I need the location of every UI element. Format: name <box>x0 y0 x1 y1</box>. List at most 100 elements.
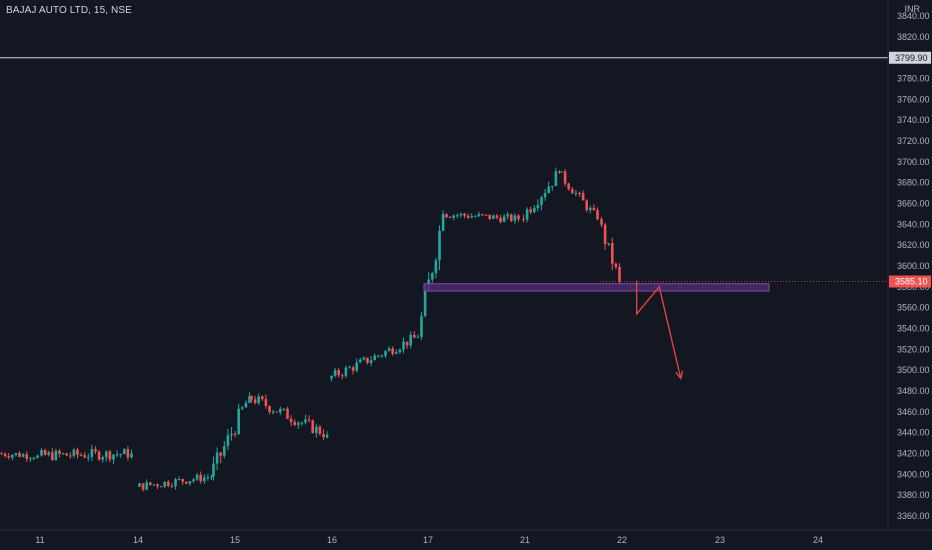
candle-body <box>311 420 314 433</box>
candle-body <box>377 355 380 357</box>
time-tick-label: 16 <box>327 535 337 545</box>
horizontal-line-price-label: 3799.90 <box>895 53 928 63</box>
candle-body <box>14 453 18 456</box>
candle-body <box>438 230 441 261</box>
candle-body <box>300 422 304 424</box>
candle-body <box>203 477 206 482</box>
candle-body <box>611 243 614 264</box>
candle-body <box>241 407 244 409</box>
candle-body <box>560 171 563 173</box>
candle-body <box>47 452 50 455</box>
candle-body <box>58 450 61 454</box>
candle-body <box>344 367 348 376</box>
horizontal-line-price-tag <box>889 51 931 64</box>
price-tick-label: 3600.00 <box>897 261 930 271</box>
candle-body <box>362 357 366 360</box>
candle-body <box>297 422 300 425</box>
candle-body <box>156 484 159 487</box>
candle-body <box>387 348 391 352</box>
candle-body <box>484 214 488 216</box>
candle-body <box>391 348 394 354</box>
candle-body <box>289 418 293 422</box>
price-tick-label: 3520.00 <box>897 344 930 354</box>
candle-body <box>395 352 398 354</box>
candle-body <box>533 207 536 213</box>
candle-body <box>416 336 420 338</box>
candle-body <box>261 396 264 400</box>
candle-body <box>250 396 253 400</box>
candle-body <box>567 183 570 189</box>
candle-body <box>97 451 101 460</box>
candle-body <box>226 435 230 447</box>
candle-body <box>51 452 54 460</box>
candle-body <box>571 188 574 194</box>
price-tick-label: 3700.00 <box>897 157 930 167</box>
candle-body <box>563 171 567 184</box>
currency-label: INR <box>904 4 921 14</box>
candle-body <box>279 408 282 413</box>
candle-body <box>145 482 148 490</box>
candle-body <box>7 456 10 458</box>
candle-body <box>596 210 599 220</box>
price-tick-label: 3820.00 <box>897 32 930 42</box>
time-tick-label: 24 <box>813 535 823 545</box>
time-tick-label: 21 <box>520 535 530 545</box>
price-tick-label: 3400.00 <box>897 469 930 479</box>
candle-body <box>325 434 329 438</box>
candle-body <box>373 355 376 361</box>
candle-body <box>233 433 237 435</box>
candle-body <box>219 452 222 456</box>
candle-body <box>170 485 174 487</box>
candle-body <box>589 207 592 211</box>
candle-body <box>304 419 307 423</box>
candle-body <box>405 341 409 346</box>
candle-body <box>0 453 3 455</box>
last-price-label: 3585.10 <box>895 277 928 287</box>
drawing-layer[interactable] <box>0 57 888 380</box>
candle-body <box>159 486 163 488</box>
candle-body <box>112 454 115 460</box>
candle-layer <box>0 167 621 492</box>
price-tick-label: 3680.00 <box>897 178 930 188</box>
candle-body <box>76 449 79 455</box>
candle-body <box>130 453 133 458</box>
candle-body <box>105 451 108 458</box>
price-tick-label: 3740.00 <box>897 115 930 125</box>
price-tick-label: 3560.00 <box>897 303 930 313</box>
candle-body <box>108 451 112 460</box>
candle-body <box>230 433 233 436</box>
candle-body <box>21 454 25 457</box>
time-tick-label: 14 <box>133 535 143 545</box>
candle-body <box>413 334 416 338</box>
candle-body <box>206 477 210 479</box>
candle-body <box>574 192 578 194</box>
price-tick-label: 3360.00 <box>897 511 930 521</box>
candle-body <box>257 396 260 404</box>
candle-body <box>307 419 311 421</box>
candle-body <box>152 484 156 486</box>
candle-body <box>318 426 322 435</box>
last-price-tag <box>889 275 931 288</box>
time-tick-label: 15 <box>230 535 240 545</box>
price-tick-label: 3780.00 <box>897 74 930 84</box>
candle-body <box>3 453 7 457</box>
time-tick-label: 23 <box>715 535 725 545</box>
candle-body <box>459 213 463 216</box>
candle-body <box>543 193 547 198</box>
candle-body <box>43 450 47 455</box>
candle-body <box>61 453 65 455</box>
candle-body <box>581 193 585 201</box>
candle-body <box>448 217 452 219</box>
candle-body <box>248 396 251 403</box>
candle-body <box>355 362 358 371</box>
candle-body <box>603 224 607 244</box>
candle-body <box>264 399 268 407</box>
candle-body <box>551 185 554 187</box>
candle-body <box>163 481 166 487</box>
candle-body <box>585 200 588 211</box>
price-tick-label: 3760.00 <box>897 94 930 104</box>
candle-body <box>212 463 215 477</box>
